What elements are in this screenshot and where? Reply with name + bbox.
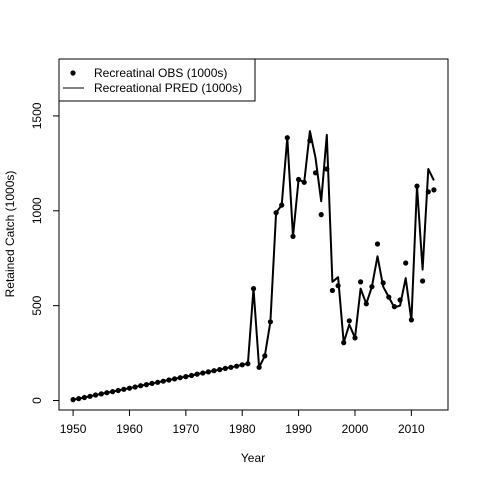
legend-box xyxy=(58,58,256,102)
y-tick-label: 1000 xyxy=(30,197,44,224)
data-point-obs xyxy=(346,318,352,324)
x-tick-label: 1980 xyxy=(229,422,256,436)
x-axis: 1950 1960 1970 1980 1990 2000 2010 xyxy=(60,410,425,436)
y-tick-label: 500 xyxy=(30,295,44,315)
data-point-obs xyxy=(358,279,364,285)
y-axis: 0 500 1000 1500 xyxy=(30,102,59,404)
x-tick-label: 2000 xyxy=(342,422,369,436)
data-point-obs xyxy=(329,287,335,294)
data-point-obs xyxy=(431,187,437,193)
legend-entry-obs: Recreatinal OBS (1000s) xyxy=(94,66,227,80)
data-point-obs xyxy=(420,278,426,284)
legend: Recreatinal OBS (1000s) Recreational PRE… xyxy=(58,58,256,102)
data-point-obs xyxy=(403,260,409,266)
x-tick-label: 1970 xyxy=(172,422,199,436)
data-point-obs xyxy=(318,212,324,218)
x-tick-label: 1990 xyxy=(285,422,312,436)
x-tick-label: 1960 xyxy=(116,422,143,436)
x-tick-label: 2010 xyxy=(398,422,425,436)
series-line-pred xyxy=(72,130,435,401)
x-tick-label: 1950 xyxy=(60,422,87,436)
legend-entry-pred: Recreational PRED (1000s) xyxy=(94,81,242,95)
y-axis-title: Retained Catch (1000s) xyxy=(3,171,17,298)
y-tick-label: 0 xyxy=(30,397,44,404)
data-point-obs xyxy=(374,241,381,247)
series-layer xyxy=(70,130,437,403)
y-tick-label: 1500 xyxy=(30,102,44,129)
legend-point-symbol xyxy=(70,70,76,76)
x-axis-title: Year xyxy=(241,451,265,465)
